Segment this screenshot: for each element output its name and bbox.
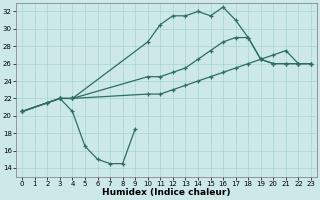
X-axis label: Humidex (Indice chaleur): Humidex (Indice chaleur) xyxy=(102,188,231,197)
